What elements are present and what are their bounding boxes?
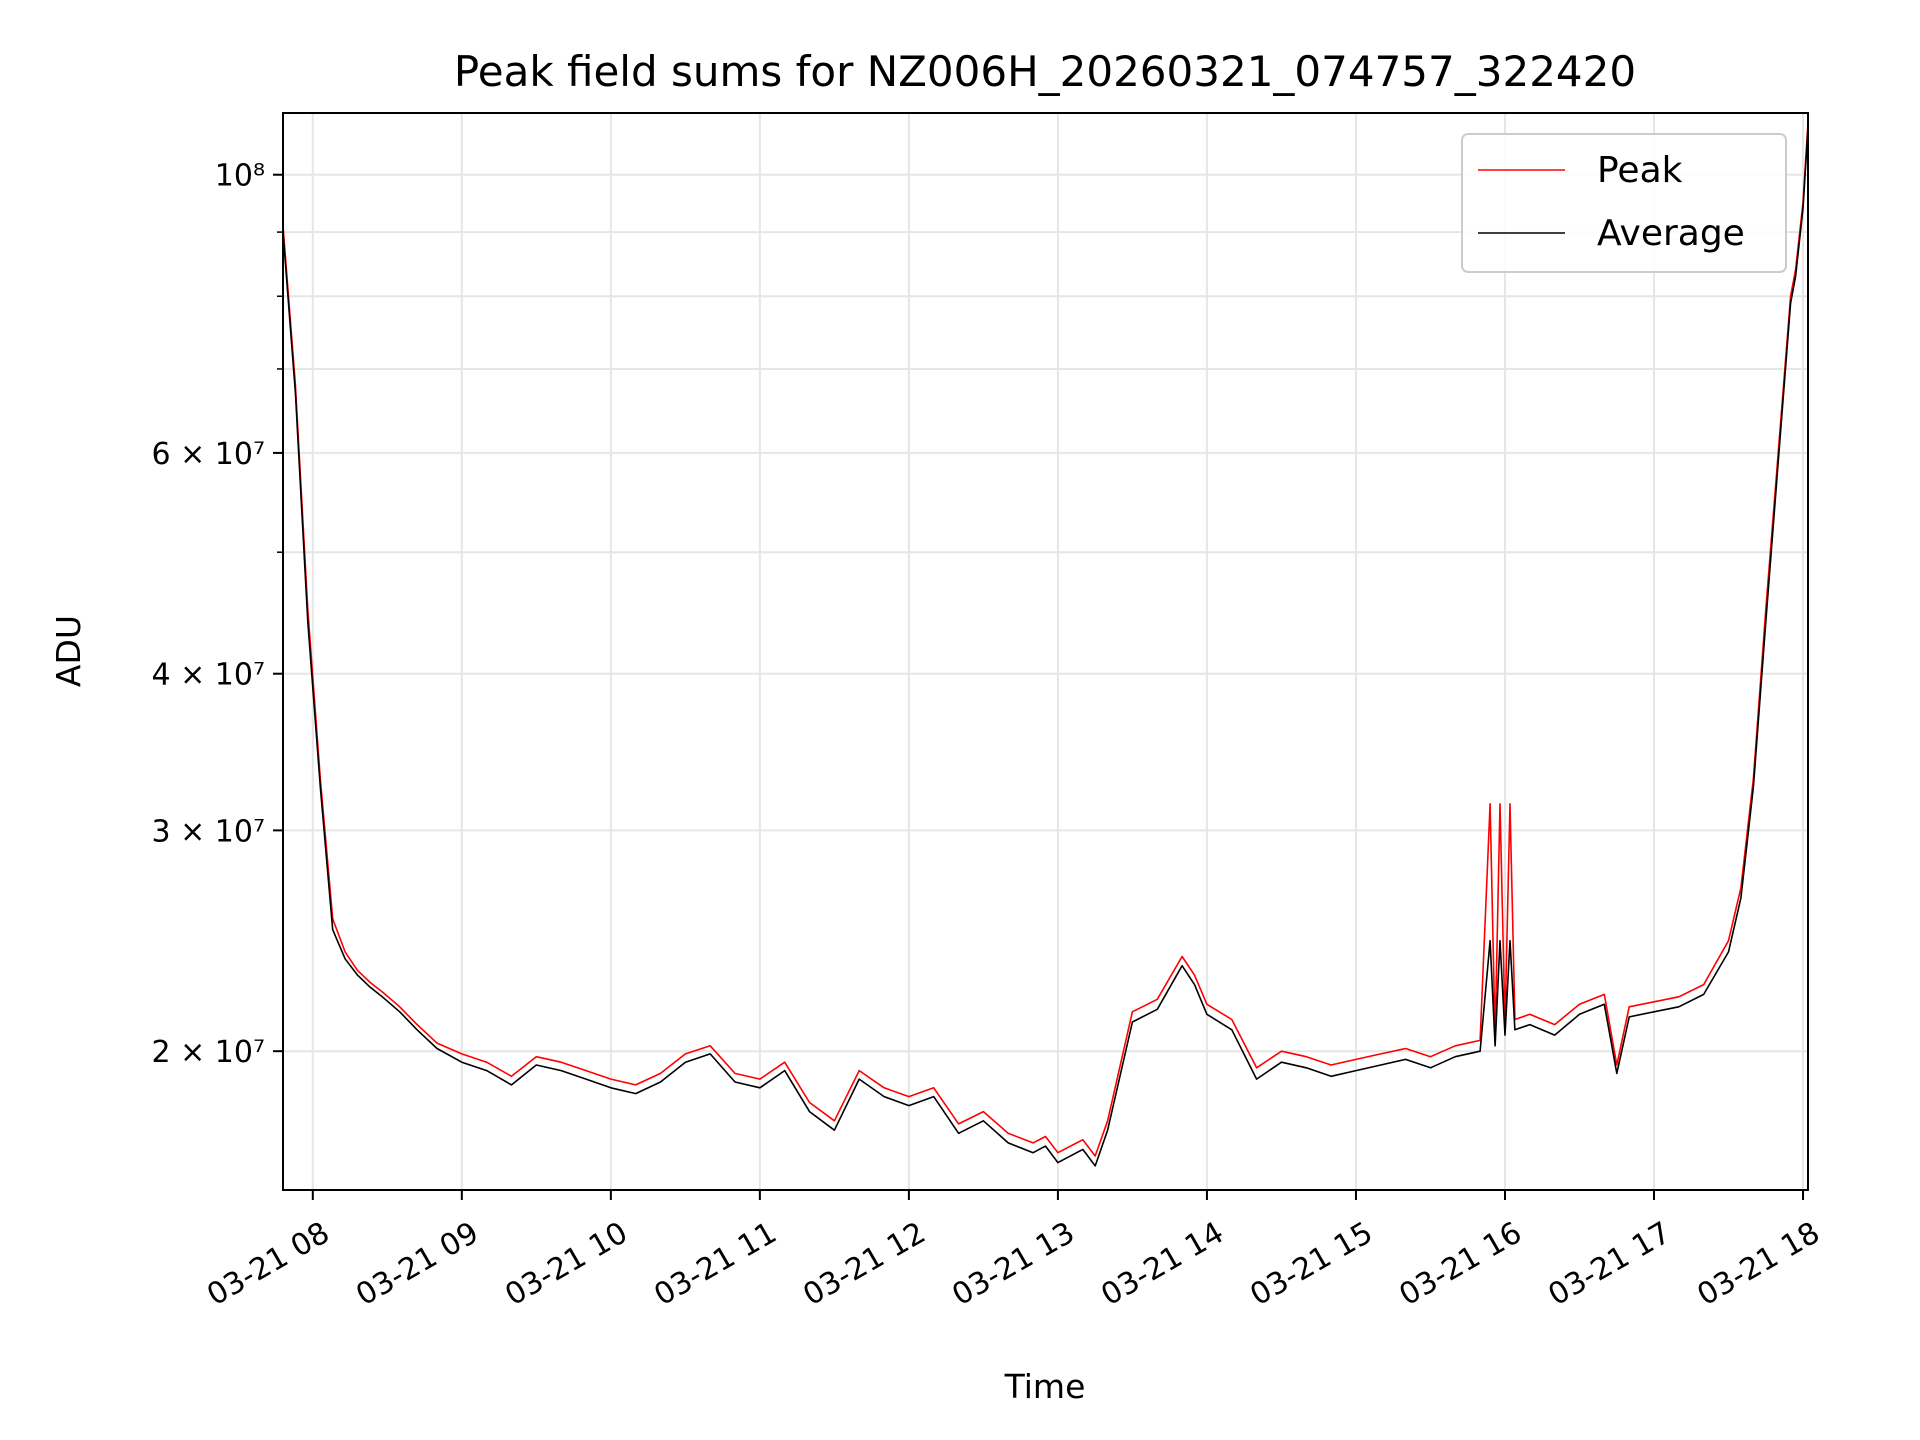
y-tick-label: 3 × 10⁷ [152,814,266,849]
chart-title: Peak field sums for NZ006H_20260321_0747… [454,47,1636,96]
series-line-average [282,127,1809,1167]
y-tick-label: 4 × 10⁷ [152,658,266,693]
y-tick-label: 2 × 10⁷ [152,1035,266,1070]
y-axis-label: ADU [49,615,88,687]
plot-frame [282,112,1809,1191]
series-line-peak [282,122,1809,1157]
legend-label-average: Average [1597,213,1745,254]
legend: Peak Average [1461,133,1787,273]
legend-label-peak: Peak [1597,150,1683,191]
series-layer [282,122,1809,1167]
y-tick-label: 10⁸ [215,159,265,194]
x-axis-label: Time [1004,1367,1086,1406]
legend-box [1461,133,1787,273]
y-tick-label: 6 × 10⁷ [152,437,266,472]
